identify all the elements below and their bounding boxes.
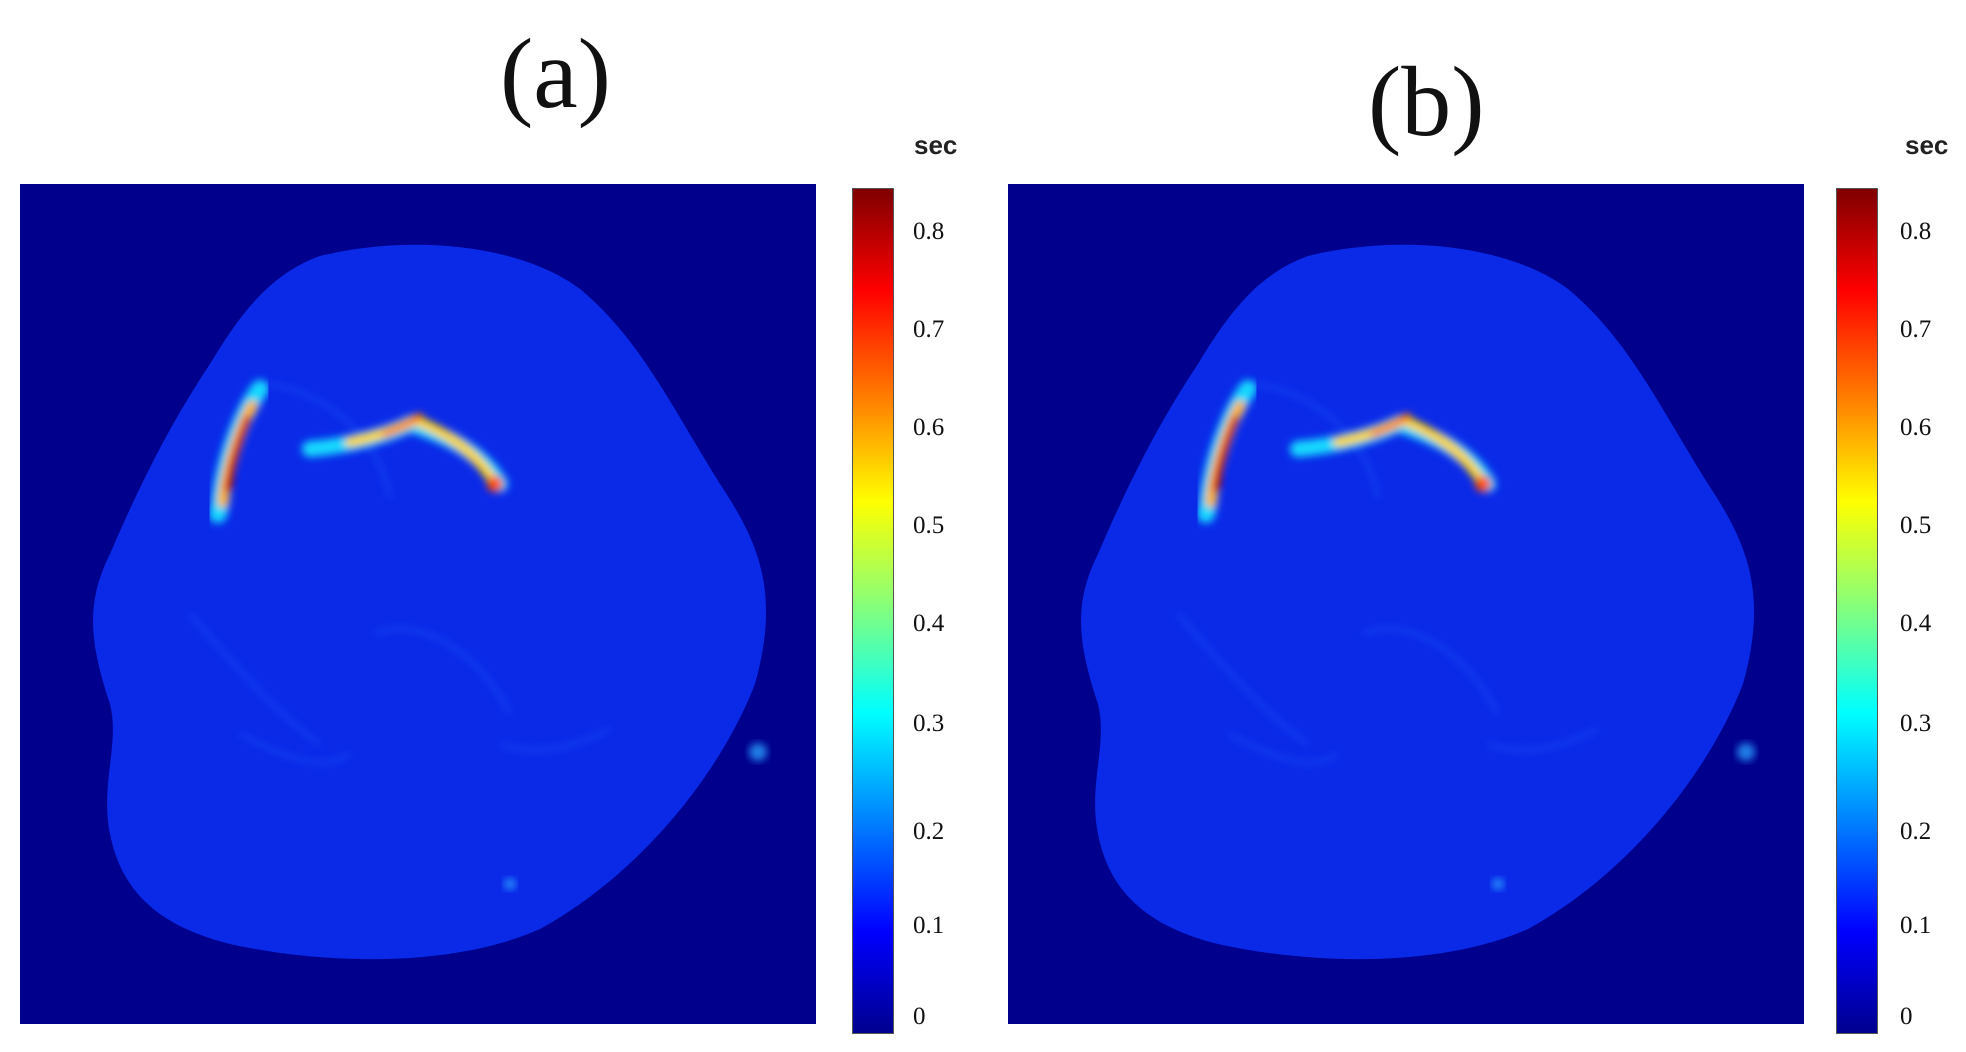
cartilage-hotspot-right bbox=[1290, 413, 1496, 492]
colorbar-unit-a: sec bbox=[914, 130, 958, 160]
colorbar-tick: 0.8 bbox=[913, 218, 945, 245]
colorbar-tick: 0.4 bbox=[913, 610, 945, 637]
colorbar-tick: 0.2 bbox=[1900, 818, 1932, 845]
colorbar-tick: 0 bbox=[1900, 1003, 1913, 1030]
cartilage-hotspot-left bbox=[209, 380, 269, 523]
colorbar-tick: 0.6 bbox=[1900, 414, 1932, 441]
knee-tissue-region bbox=[1081, 244, 1755, 960]
cartilage-hotspot-left bbox=[1197, 380, 1257, 523]
t2-map-a bbox=[20, 184, 816, 1024]
colorbar-tick: 0.1 bbox=[1900, 912, 1932, 939]
panel-label-b: (b) bbox=[1368, 46, 1485, 157]
colorbar-tick: 0.5 bbox=[913, 512, 945, 539]
colorbar-tick: 0.3 bbox=[913, 710, 945, 737]
colorbar-tick: 0.5 bbox=[1900, 512, 1932, 539]
colorbar-b bbox=[1836, 188, 1878, 1034]
colorbar-tick: 0.4 bbox=[1900, 610, 1932, 637]
knee-tissue-region bbox=[93, 244, 767, 960]
colorbar-tick: 0.7 bbox=[1900, 316, 1932, 343]
cartilage-hotspot-right bbox=[302, 413, 508, 492]
panel-label-a: (a) bbox=[500, 18, 611, 129]
colorbar-tick: 0 bbox=[913, 1003, 926, 1030]
colorbar-a bbox=[852, 188, 894, 1034]
t2-map-b bbox=[1008, 184, 1804, 1024]
colorbar-tick: 0.2 bbox=[913, 818, 945, 845]
colorbar-tick: 0.1 bbox=[913, 912, 945, 939]
colorbar-tick: 0.7 bbox=[913, 316, 945, 343]
colorbar-tick: 0.8 bbox=[1900, 218, 1932, 245]
colorbar-tick: 0.3 bbox=[1900, 710, 1932, 737]
colorbar-tick: 0.6 bbox=[913, 414, 945, 441]
colorbar-unit-b: sec bbox=[1905, 130, 1949, 160]
